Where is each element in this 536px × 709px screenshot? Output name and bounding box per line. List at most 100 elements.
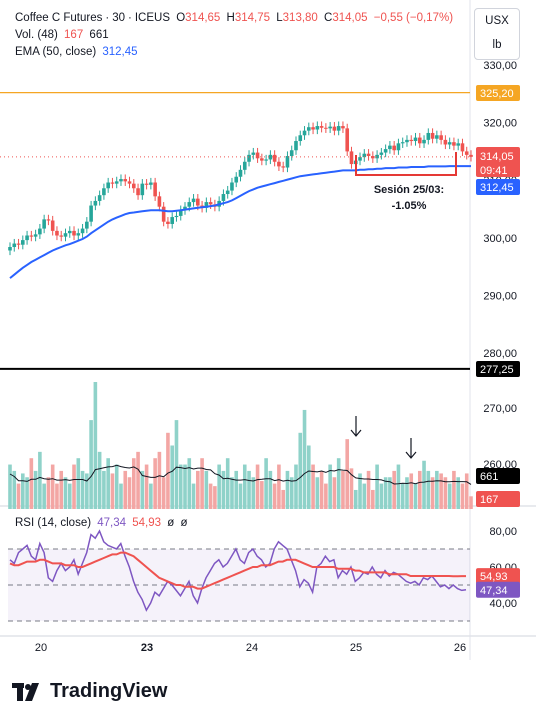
candle[interactable] <box>332 126 337 131</box>
candle[interactable] <box>131 183 136 189</box>
candle[interactable] <box>426 132 431 140</box>
currency-label[interactable]: USX <box>485 15 509 27</box>
candle[interactable] <box>238 169 243 177</box>
candle[interactable] <box>341 126 345 129</box>
candle[interactable] <box>42 219 46 229</box>
candle[interactable] <box>119 179 123 182</box>
candle[interactable] <box>144 183 149 185</box>
candle[interactable] <box>345 128 350 152</box>
candle[interactable] <box>268 154 273 160</box>
candle[interactable] <box>25 235 29 241</box>
candle[interactable] <box>114 181 119 184</box>
candle[interactable] <box>417 137 422 144</box>
candle[interactable] <box>93 200 98 206</box>
candle[interactable] <box>208 202 213 205</box>
candle[interactable] <box>127 181 132 184</box>
candle[interactable] <box>174 215 179 218</box>
candle[interactable] <box>277 161 281 167</box>
candle[interactable] <box>400 142 405 144</box>
candle[interactable] <box>72 230 76 236</box>
candle[interactable] <box>234 176 239 183</box>
price-axis[interactable]: 280,00290,00300,00310,00320,00330,00260,… <box>476 60 520 610</box>
candle[interactable] <box>21 240 25 245</box>
ema-line[interactable] <box>9 165 471 279</box>
currency-unit-menu[interactable]: USX lb <box>474 8 520 60</box>
candle[interactable] <box>324 127 328 129</box>
candle[interactable] <box>456 143 460 146</box>
candle[interactable] <box>460 143 465 152</box>
candle[interactable] <box>422 139 426 144</box>
candle[interactable] <box>97 195 102 201</box>
candle[interactable] <box>67 230 72 234</box>
candle[interactable] <box>260 158 264 161</box>
candle[interactable] <box>38 228 42 235</box>
candle[interactable] <box>247 154 251 162</box>
candle[interactable] <box>8 247 12 251</box>
candle[interactable] <box>85 221 89 229</box>
candle[interactable] <box>157 196 162 207</box>
candle[interactable] <box>16 243 21 245</box>
candle[interactable] <box>285 156 290 168</box>
candle[interactable] <box>281 166 285 168</box>
candle[interactable] <box>89 205 93 222</box>
candle[interactable] <box>264 159 268 161</box>
candle[interactable] <box>255 152 260 159</box>
candle[interactable] <box>110 182 115 184</box>
candle[interactable] <box>298 135 303 142</box>
candle[interactable] <box>362 153 367 158</box>
candle[interactable] <box>388 145 392 150</box>
candle[interactable] <box>349 151 354 165</box>
candle[interactable] <box>187 202 192 207</box>
candle[interactable] <box>46 219 51 221</box>
candle[interactable] <box>405 139 409 143</box>
candle[interactable] <box>59 235 64 237</box>
candle[interactable] <box>170 217 175 224</box>
rsi-line[interactable] <box>9 529 467 612</box>
rsi-pane[interactable] <box>8 529 470 622</box>
tradingview-logo[interactable]: TradingView <box>12 680 167 703</box>
candle[interactable] <box>302 130 307 136</box>
candle[interactable] <box>149 182 153 185</box>
candle[interactable] <box>153 182 157 197</box>
candle[interactable] <box>123 179 128 182</box>
candle[interactable] <box>383 149 388 153</box>
candle[interactable] <box>328 126 332 129</box>
candle[interactable] <box>272 154 277 162</box>
rsi-ma-line[interactable] <box>9 551 466 590</box>
candle[interactable] <box>447 142 452 145</box>
candle[interactable] <box>319 126 324 128</box>
candle[interactable] <box>12 243 17 248</box>
candle[interactable] <box>439 135 443 140</box>
candle[interactable] <box>430 132 435 139</box>
candle[interactable] <box>336 126 341 131</box>
candle[interactable] <box>196 198 200 206</box>
candle[interactable] <box>409 139 414 142</box>
candle[interactable] <box>435 135 439 139</box>
candle[interactable] <box>452 142 456 146</box>
time-axis[interactable]: 20 23 24 25 26 <box>35 642 466 654</box>
candle[interactable] <box>106 182 110 189</box>
candle[interactable] <box>136 188 140 196</box>
candle[interactable] <box>306 127 311 131</box>
candle[interactable] <box>358 157 362 161</box>
candle[interactable] <box>55 230 59 236</box>
candle[interactable] <box>242 161 247 170</box>
candle[interactable] <box>294 141 298 151</box>
candle[interactable] <box>230 182 234 191</box>
candle[interactable] <box>178 210 183 216</box>
candle[interactable] <box>102 188 106 196</box>
candle[interactable] <box>204 202 209 208</box>
candle[interactable] <box>225 190 230 195</box>
candle[interactable] <box>33 234 38 237</box>
candle[interactable] <box>396 143 401 151</box>
price-pane[interactable] <box>0 92 473 370</box>
candle[interactable] <box>183 206 187 211</box>
candle[interactable] <box>289 150 294 157</box>
unit-label[interactable]: lb <box>492 39 502 51</box>
candle[interactable] <box>413 137 418 142</box>
candle[interactable] <box>191 198 196 203</box>
candle[interactable] <box>464 151 469 155</box>
candle[interactable] <box>63 233 68 237</box>
candle[interactable] <box>379 152 384 155</box>
candle[interactable] <box>76 233 81 236</box>
